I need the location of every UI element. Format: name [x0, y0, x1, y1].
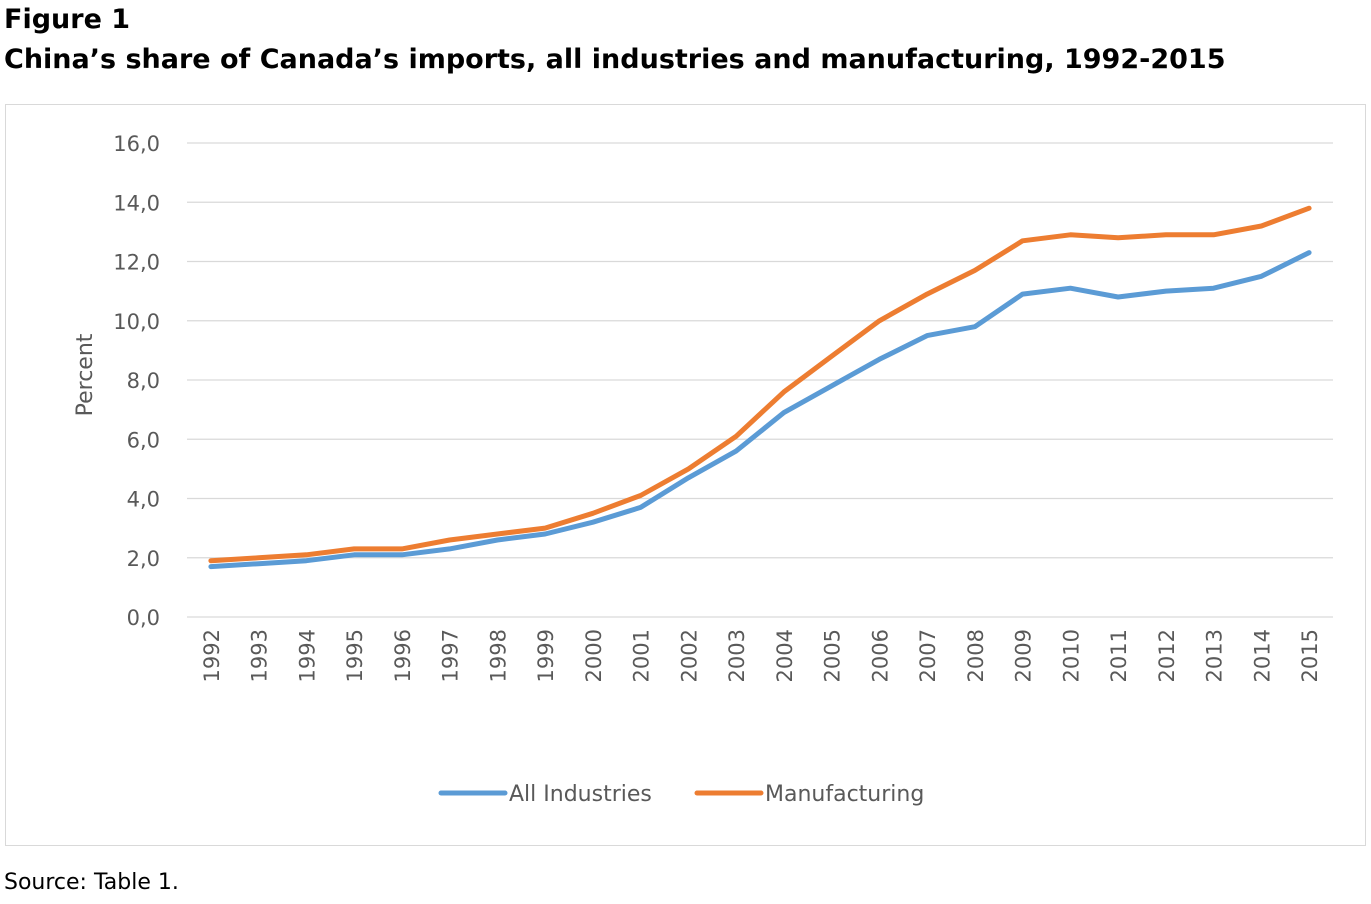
- data-point-manufacturing: [1021, 239, 1025, 243]
- source-note: Source: Table 1.: [4, 870, 179, 895]
- data-point-all-industries: [495, 538, 499, 542]
- y-tick-label: 6,0: [127, 428, 160, 452]
- x-tick-label: 2012: [1155, 629, 1179, 682]
- data-point-manufacturing: [257, 556, 261, 560]
- data-point-manufacturing: [973, 268, 977, 272]
- data-point-manufacturing: [400, 547, 404, 551]
- x-tick-label: 1999: [534, 629, 558, 682]
- data-point-manufacturing: [1068, 233, 1072, 237]
- y-axis-ticks: 0,0 2,0 4,0 6,0 8,0 10,0 12,0 14,0 16,0: [113, 132, 160, 630]
- series-line-manufacturing: [208, 205, 1312, 564]
- data-point-all-industries: [1068, 286, 1072, 290]
- data-point-manufacturing: [1212, 233, 1216, 237]
- y-tick-label: 8,0: [127, 369, 160, 393]
- x-tick-label: 2015: [1298, 629, 1322, 682]
- y-tick-label: 12,0: [113, 251, 160, 275]
- x-tick-label: 2008: [964, 629, 988, 682]
- data-point-manufacturing: [543, 526, 547, 530]
- series-line-all-industries: [208, 250, 1312, 570]
- figure-label: Figure 1: [4, 4, 131, 35]
- x-tick-label: 2013: [1203, 629, 1227, 682]
- data-point-all-industries: [973, 325, 977, 329]
- x-tick-label: 2003: [725, 629, 749, 682]
- data-point-all-industries: [639, 505, 643, 509]
- legend-label-manufacturing: Manufacturing: [765, 782, 924, 807]
- gridlines: [187, 142, 1333, 618]
- data-point-manufacturing: [495, 532, 499, 536]
- data-point-all-industries: [1307, 251, 1311, 255]
- data-point-all-industries: [1259, 274, 1263, 278]
- x-axis-ticks: 1992 1993 1994 1995 1996 1997 1998 1999 2000 2001…: [200, 629, 1322, 682]
- data-point-all-industries: [543, 532, 547, 536]
- data-point-all-industries: [591, 520, 595, 524]
- data-point-manufacturing: [639, 494, 643, 498]
- data-point-manufacturing: [1164, 233, 1168, 237]
- data-point-all-industries: [1164, 289, 1168, 293]
- x-tick-label: 2004: [773, 629, 797, 682]
- y-tick-label: 16,0: [113, 132, 160, 156]
- data-point-all-industries: [1021, 292, 1025, 296]
- x-tick-label: 2000: [582, 629, 606, 682]
- x-tick-label: 1992: [200, 629, 224, 682]
- x-tick-label: 2007: [916, 629, 940, 682]
- data-point-all-industries: [1116, 295, 1120, 299]
- data-point-all-industries: [925, 334, 929, 338]
- data-point-manufacturing: [830, 354, 834, 358]
- data-point-all-industries: [734, 449, 738, 453]
- x-tick-label: 1994: [295, 629, 319, 682]
- x-tick-label: 2010: [1059, 629, 1083, 682]
- y-tick-label: 0,0: [127, 606, 160, 630]
- y-tick-label: 14,0: [113, 191, 160, 215]
- x-tick-label: 2006: [868, 629, 892, 682]
- data-point-all-industries: [209, 565, 213, 569]
- data-point-manufacturing: [209, 559, 213, 563]
- y-tick-label: 10,0: [113, 310, 160, 334]
- chart-frame: [5, 104, 1366, 846]
- figure-title: China’s share of Canada’s imports, all i…: [4, 44, 1226, 75]
- data-point-all-industries: [257, 562, 261, 566]
- x-tick-label: 2011: [1107, 629, 1131, 682]
- data-point-manufacturing: [352, 547, 356, 551]
- x-tick-label: 2005: [821, 629, 845, 682]
- data-point-all-industries: [352, 553, 356, 557]
- x-tick-label: 1997: [439, 629, 463, 682]
- y-axis-label: Percent: [73, 333, 98, 416]
- data-point-all-industries: [830, 384, 834, 388]
- data-point-manufacturing: [1307, 206, 1311, 210]
- data-point-all-industries: [686, 476, 690, 480]
- y-tick-label: 2,0: [127, 547, 160, 571]
- data-point-manufacturing: [304, 553, 308, 557]
- data-point-all-industries: [304, 559, 308, 563]
- x-tick-label: 2014: [1250, 629, 1274, 682]
- data-point-manufacturing: [1259, 224, 1263, 228]
- data-point-manufacturing: [734, 434, 738, 438]
- x-tick-label: 2001: [630, 629, 654, 682]
- x-tick-label: 2002: [677, 629, 701, 682]
- series-lines: [208, 205, 1312, 570]
- data-point-manufacturing: [591, 511, 595, 515]
- x-tick-label: 1993: [248, 629, 272, 682]
- legend-label-all-industries: All Industries: [509, 782, 652, 807]
- data-point-all-industries: [1212, 286, 1216, 290]
- data-point-all-industries: [782, 411, 786, 415]
- data-point-manufacturing: [782, 390, 786, 394]
- x-tick-label: 1998: [486, 629, 510, 682]
- legend: All Industries Manufacturing: [438, 782, 924, 807]
- y-tick-label: 4,0: [127, 488, 160, 512]
- data-point-all-industries: [877, 357, 881, 361]
- data-point-manufacturing: [1116, 236, 1120, 240]
- x-tick-label: 2009: [1012, 629, 1036, 682]
- data-point-all-industries: [400, 553, 404, 557]
- x-tick-label: 1996: [391, 629, 415, 682]
- data-point-manufacturing: [448, 538, 452, 542]
- data-point-all-industries: [448, 547, 452, 551]
- data-point-manufacturing: [877, 319, 881, 323]
- data-point-manufacturing: [686, 467, 690, 471]
- data-point-manufacturing: [925, 292, 929, 296]
- x-tick-label: 1995: [343, 629, 367, 682]
